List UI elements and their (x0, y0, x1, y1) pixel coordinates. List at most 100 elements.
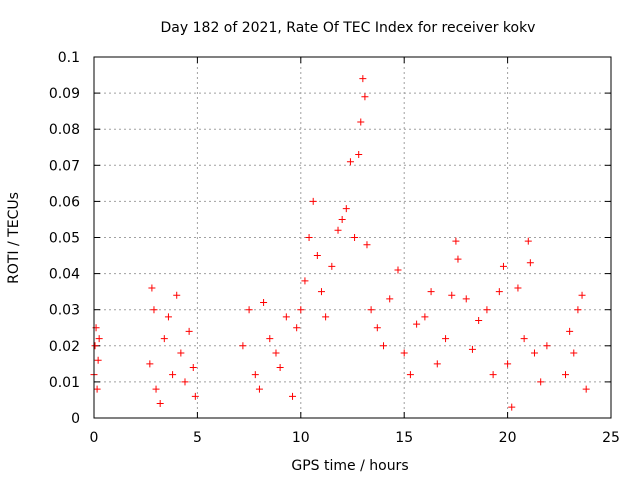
data-point (293, 324, 301, 332)
x-tick-label: 10 (292, 430, 310, 446)
data-point (148, 284, 156, 292)
data-point (452, 237, 460, 245)
data-point (574, 306, 582, 314)
data-point (93, 385, 101, 393)
data-point (282, 313, 290, 321)
data-point (357, 118, 365, 126)
data-point (367, 306, 375, 314)
scatter-points (90, 75, 590, 411)
data-point (355, 150, 363, 158)
data-point (181, 378, 189, 386)
data-point (301, 277, 309, 285)
data-point (289, 392, 297, 400)
data-point (582, 385, 590, 393)
data-point (499, 262, 507, 270)
data-point (239, 342, 247, 350)
data-point (526, 259, 534, 267)
data-point (380, 342, 388, 350)
y-tick-label: 0.02 (49, 339, 80, 355)
data-point (297, 306, 305, 314)
data-point (448, 291, 456, 299)
data-point (189, 363, 197, 371)
data-point (386, 295, 394, 303)
data-point (359, 75, 367, 83)
data-point (334, 226, 342, 234)
data-point (489, 371, 497, 379)
y-tick-label: 0.07 (49, 158, 80, 174)
data-point (570, 349, 578, 357)
data-point (520, 335, 528, 343)
x-tick-label: 15 (395, 430, 413, 446)
chart-title: Day 182 of 2021, Rate Of TEC Index for r… (161, 20, 536, 36)
data-point (373, 324, 381, 332)
data-point (514, 284, 522, 292)
data-point (160, 335, 168, 343)
data-point (255, 385, 263, 393)
x-tick-label: 0 (90, 430, 99, 446)
data-point (537, 378, 545, 386)
data-point (313, 252, 321, 260)
y-tick-label: 0.1 (58, 50, 80, 66)
data-point (245, 306, 253, 314)
data-point (468, 345, 476, 353)
data-point (260, 298, 268, 306)
data-point (543, 342, 551, 350)
data-point (191, 392, 199, 400)
x-tick-label: 20 (499, 430, 517, 446)
data-point (433, 360, 441, 368)
data-point (152, 385, 160, 393)
data-point (400, 349, 408, 357)
data-point (177, 349, 185, 357)
y-tick-label: 0 (71, 411, 80, 427)
data-point (421, 313, 429, 321)
data-point (95, 335, 103, 343)
y-tick-label: 0.08 (49, 122, 80, 138)
data-point (338, 215, 346, 223)
data-point (156, 400, 164, 408)
data-point (346, 158, 354, 166)
y-tick-label: 0.04 (49, 267, 80, 283)
data-point (305, 234, 313, 241)
data-point (309, 197, 317, 205)
data-point (524, 237, 532, 245)
data-point (272, 349, 280, 357)
data-point (164, 313, 172, 321)
x-tick-label: 25 (602, 430, 620, 446)
x-tick-label: 5 (193, 430, 202, 446)
y-tick-label: 0.03 (49, 303, 80, 319)
data-point (394, 266, 402, 274)
data-point (169, 371, 177, 379)
data-point (328, 262, 336, 270)
data-point (562, 371, 570, 379)
y-tick-label: 0.06 (49, 194, 80, 210)
y-tick-label: 0.01 (49, 375, 80, 391)
plot-frame (93, 56, 612, 419)
data-point (530, 349, 538, 357)
data-point (406, 371, 414, 379)
data-point (483, 306, 491, 314)
data-point (361, 93, 369, 101)
data-point (322, 313, 330, 321)
data-point (413, 320, 421, 328)
data-point (566, 327, 574, 335)
data-point (266, 335, 274, 343)
data-point (173, 291, 181, 299)
data-point (475, 317, 483, 325)
data-point (363, 241, 371, 249)
data-point (94, 356, 102, 364)
data-point (185, 327, 193, 335)
data-point (150, 306, 158, 314)
data-point (276, 363, 284, 371)
data-point (317, 288, 325, 296)
data-point (578, 291, 586, 299)
data-point (504, 360, 512, 368)
data-point (442, 335, 450, 343)
data-point (454, 255, 462, 263)
grid (94, 57, 611, 418)
x-axis-label: GPS time / hours (291, 458, 408, 474)
y-tick-label: 0.05 (49, 231, 80, 247)
data-point (462, 295, 470, 303)
data-point (146, 360, 154, 368)
data-point (508, 403, 516, 411)
